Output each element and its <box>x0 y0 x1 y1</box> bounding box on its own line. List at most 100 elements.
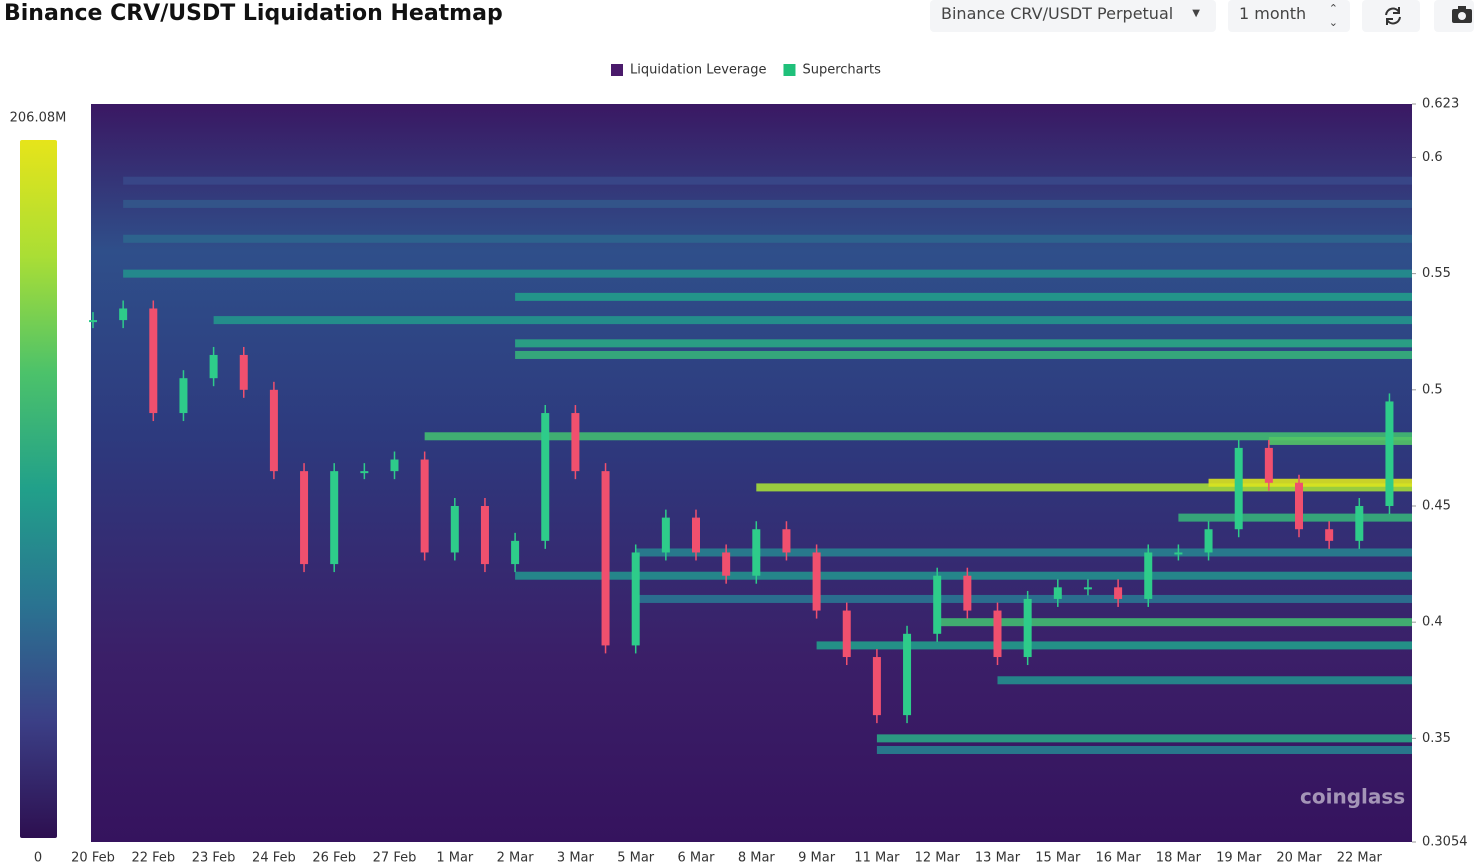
liquidation-band <box>424 432 1412 441</box>
candle-body <box>149 308 158 414</box>
candle-body <box>511 540 520 565</box>
liquidation-band <box>515 339 1412 348</box>
candle-body <box>601 471 610 646</box>
range-label: 1 month <box>1239 4 1307 23</box>
candle-body <box>661 517 670 553</box>
x-tick-label: 27 Feb <box>373 851 417 866</box>
candle-body <box>692 517 700 553</box>
refresh-button[interactable] <box>1362 0 1420 32</box>
x-tick-label: 1 Mar <box>436 851 474 866</box>
liquidation-band <box>515 571 1412 580</box>
y-tick-label: 0.6 <box>1422 150 1443 165</box>
liquidation-band <box>816 641 1412 650</box>
x-tick-label: 2 Mar <box>497 851 535 866</box>
legend-label: Supercharts <box>802 63 881 78</box>
candle-body <box>782 529 791 553</box>
liquidation-band <box>1268 436 1412 445</box>
x-tick-label: 22 Mar <box>1337 851 1383 866</box>
candle-body <box>269 389 278 472</box>
legend-swatch <box>611 64 623 76</box>
liquidation-band <box>1178 513 1412 522</box>
x-tick-label: 5 Mar <box>617 851 655 866</box>
y-tick-label: 0.5 <box>1422 382 1443 397</box>
liquidation-band <box>937 618 1412 627</box>
colorbar-label: 206.08M <box>10 111 67 126</box>
candle-body <box>722 552 731 576</box>
y-tick-label: 0.55 <box>1422 266 1451 281</box>
candle-body <box>360 471 369 474</box>
candle-body <box>993 610 1002 658</box>
candle-body <box>1234 447 1243 530</box>
x-tick-label: 26 Feb <box>312 851 356 866</box>
liquidation-band <box>876 734 1412 743</box>
candle-body <box>1144 552 1153 599</box>
candle-body <box>450 505 459 553</box>
pair-label: Binance CRV/USDT Perpetual <box>941 4 1174 23</box>
legend-swatch <box>783 64 796 76</box>
refresh-icon <box>1385 7 1401 25</box>
candle-body <box>330 471 339 565</box>
candle-body <box>631 552 640 646</box>
camera-button[interactable] <box>1434 0 1474 32</box>
y-tick-label: 0.3054 <box>1422 835 1468 850</box>
liquidation-band <box>635 548 1412 557</box>
candle-body <box>119 308 128 321</box>
x-tick-label: 6 Mar <box>678 851 716 866</box>
x-tick-label: 11 Mar <box>854 851 900 866</box>
liquidation-band <box>876 745 1412 754</box>
x-tick-label: 22 Feb <box>131 851 175 866</box>
spinner: ⌃ ⌄ <box>1328 2 1338 29</box>
x-tick-label: 18 Mar <box>1156 851 1202 866</box>
candle-body <box>480 505 489 565</box>
liquidation-band <box>635 594 1412 603</box>
range-select[interactable]: 1 month ⌃ ⌄ <box>1228 0 1350 32</box>
x-tick-label: 24 Feb <box>252 851 296 866</box>
liquidation-band <box>997 676 1412 685</box>
candle-body <box>812 552 821 611</box>
candle-body <box>1385 401 1394 506</box>
candle-body <box>1204 529 1213 553</box>
liquidation-band <box>213 316 1413 325</box>
candle-body <box>963 575 972 611</box>
x-tick-label: 8 Mar <box>738 851 776 866</box>
pair-select[interactable]: Binance CRV/USDT Perpetual ▼ <box>930 0 1216 32</box>
y-tick-label: 0.623 <box>1422 97 1459 112</box>
candle-body <box>1174 552 1183 555</box>
candle-body <box>1053 587 1062 599</box>
candle-body <box>300 471 309 565</box>
candle-body <box>89 320 97 323</box>
chart-title: Binance CRV/USDT Liquidation Heatmap <box>4 1 503 26</box>
colorbar <box>20 140 57 838</box>
y-tick-label: 0.35 <box>1422 731 1451 746</box>
colorbar-label: 0 <box>34 851 42 866</box>
caret: ▼ <box>1192 8 1200 19</box>
liquidation-band <box>515 292 1412 301</box>
liquidation-band <box>123 234 1412 243</box>
candle-body <box>1083 587 1092 590</box>
candle-body <box>239 354 248 390</box>
candle-body <box>420 459 429 553</box>
liquidation-band <box>1208 478 1412 487</box>
x-tick-label: 15 Mar <box>1035 851 1081 866</box>
candle-body <box>179 378 188 414</box>
y-tick-label: 0.45 <box>1422 498 1451 513</box>
liquidation-band <box>123 269 1412 278</box>
y-tick-label: 0.4 <box>1422 615 1443 630</box>
liquidation-band <box>515 350 1412 359</box>
candle-body <box>541 413 550 541</box>
liquidation-band <box>123 199 1412 208</box>
legend-label: Liquidation Leverage <box>630 63 766 78</box>
x-tick-label: 20 Mar <box>1276 851 1322 866</box>
liquidation-band <box>123 176 1412 185</box>
x-tick-label: 19 Mar <box>1216 851 1262 866</box>
watermark: coinglass <box>1300 785 1405 809</box>
candle-body <box>933 575 942 634</box>
candle-body <box>872 657 881 716</box>
camera-icon <box>1452 6 1472 23</box>
x-tick-label: 13 Mar <box>975 851 1021 866</box>
heatmap-background <box>91 104 1412 842</box>
candle-body <box>1355 505 1364 541</box>
candle-body <box>842 610 851 658</box>
